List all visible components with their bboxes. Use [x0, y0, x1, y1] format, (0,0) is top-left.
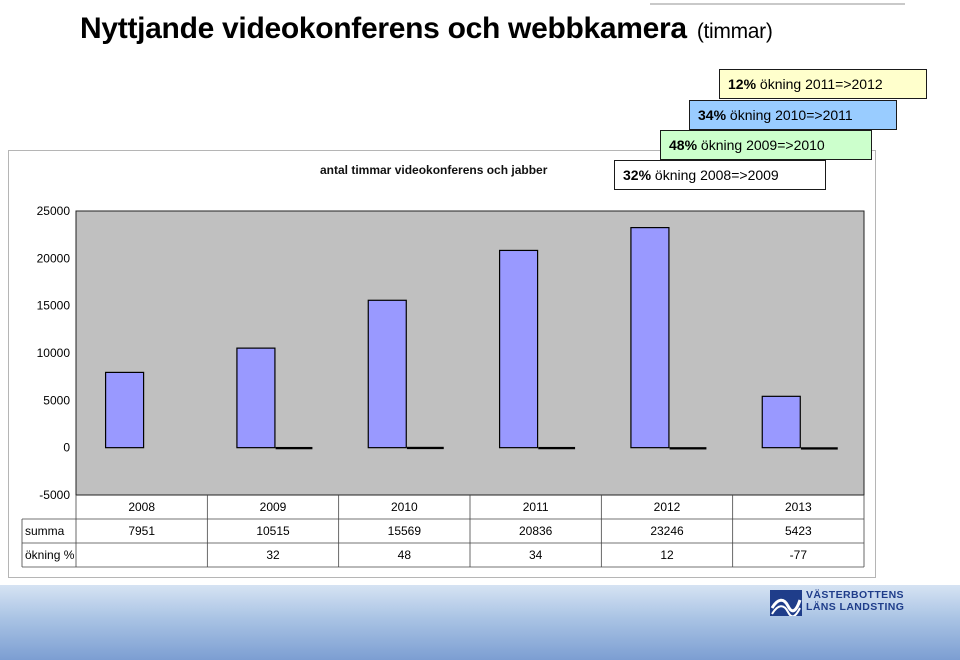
table-header-cell: 2013 — [785, 500, 812, 514]
callout-pct: 32% — [623, 167, 652, 183]
callout-pct: 12% — [728, 76, 757, 92]
y-tick-label: 10000 — [37, 346, 71, 360]
callout-text: ökning 2009=>2010 — [700, 137, 825, 153]
table-cell: 32 — [266, 548, 280, 562]
table-cell: 23246 — [650, 524, 684, 538]
chart-title: antal timmar videokonferens och jabber — [320, 163, 548, 177]
table-cell: -77 — [790, 548, 808, 562]
table-cell: 5423 — [785, 524, 812, 538]
table-cell: 15569 — [388, 524, 422, 538]
y-tick-label: -5000 — [39, 488, 70, 502]
y-tick-label: 5000 — [43, 393, 70, 407]
bar-2013 — [761, 395, 801, 449]
bar-2012 — [630, 227, 670, 449]
logo: VÄSTERBOTTENS LÄNS LANDSTING — [770, 588, 910, 618]
slide-title-unit: (timmar) — [696, 20, 773, 43]
callout-pct: 34% — [698, 107, 727, 123]
bar-chart: 25000 20000 15000 10000 5000 0 -5000 2008 2009 20… — [21, 204, 865, 568]
callout-text: ökning 2010=>2011 — [729, 107, 853, 123]
y-tick-label: 0 — [63, 441, 70, 455]
table-row-label: ökning % — [25, 548, 75, 562]
table-cell: 7951 — [128, 524, 155, 538]
callout-pct: 48% — [669, 137, 698, 153]
table-header-cell: 2009 — [260, 500, 287, 514]
bar-2010 — [367, 299, 407, 449]
slide-title: Nyttjande videokonferens och webbkamera (… — [80, 12, 773, 46]
table-header-cell: 2012 — [654, 500, 681, 514]
increase-bar-2010 — [406, 446, 444, 450]
logo-line-1: VÄSTERBOTTENS — [806, 589, 904, 601]
table-cell: 20836 — [519, 524, 553, 538]
top-rule — [650, 3, 905, 5]
increase-bar-2013 — [800, 447, 838, 450]
callout-text: ökning 2011=>2012 — [759, 76, 883, 92]
increase-bar-2009 — [275, 446, 313, 450]
table-header-cell: 2011 — [523, 500, 549, 514]
table-header-cell: 2010 — [391, 500, 418, 514]
table-row-label: summa — [25, 524, 65, 538]
logo-line-2: LÄNS LANDSTING — [806, 601, 905, 613]
table-cell: 10515 — [256, 524, 290, 538]
table-cell: 12 — [660, 548, 674, 562]
callout-2009-2010: 48% ökning 2009=>2010 — [660, 130, 872, 160]
callout-2011-2012: 12% ökning 2011=>2012 — [719, 69, 927, 99]
plot-area — [75, 210, 865, 496]
table-header-cell: 2008 — [128, 500, 155, 514]
logo-wave-icon — [770, 590, 802, 616]
y-tick-label: 25000 — [37, 204, 71, 218]
logo-text: VÄSTERBOTTENS LÄNS LANDSTING — [806, 589, 904, 613]
bar-2008 — [104, 371, 145, 449]
slide-title-text: Nyttjande videokonferens och webbkamera — [80, 12, 687, 45]
bar-2011 — [498, 249, 539, 449]
callout-2010-2011: 34% ökning 2010=>2011 — [689, 100, 897, 130]
bar-2009 — [236, 347, 276, 449]
table-cell: 34 — [529, 548, 543, 562]
callout-2008-2009: 32% ökning 2008=>2009 — [614, 160, 826, 190]
increase-bar-2012 — [669, 447, 707, 450]
y-tick-label: 15000 — [37, 299, 71, 313]
y-tick-label: 20000 — [37, 251, 71, 265]
callout-text: ökning 2008=>2009 — [654, 167, 779, 183]
increase-bar-2011 — [538, 446, 576, 450]
table-cell: 48 — [398, 548, 412, 562]
